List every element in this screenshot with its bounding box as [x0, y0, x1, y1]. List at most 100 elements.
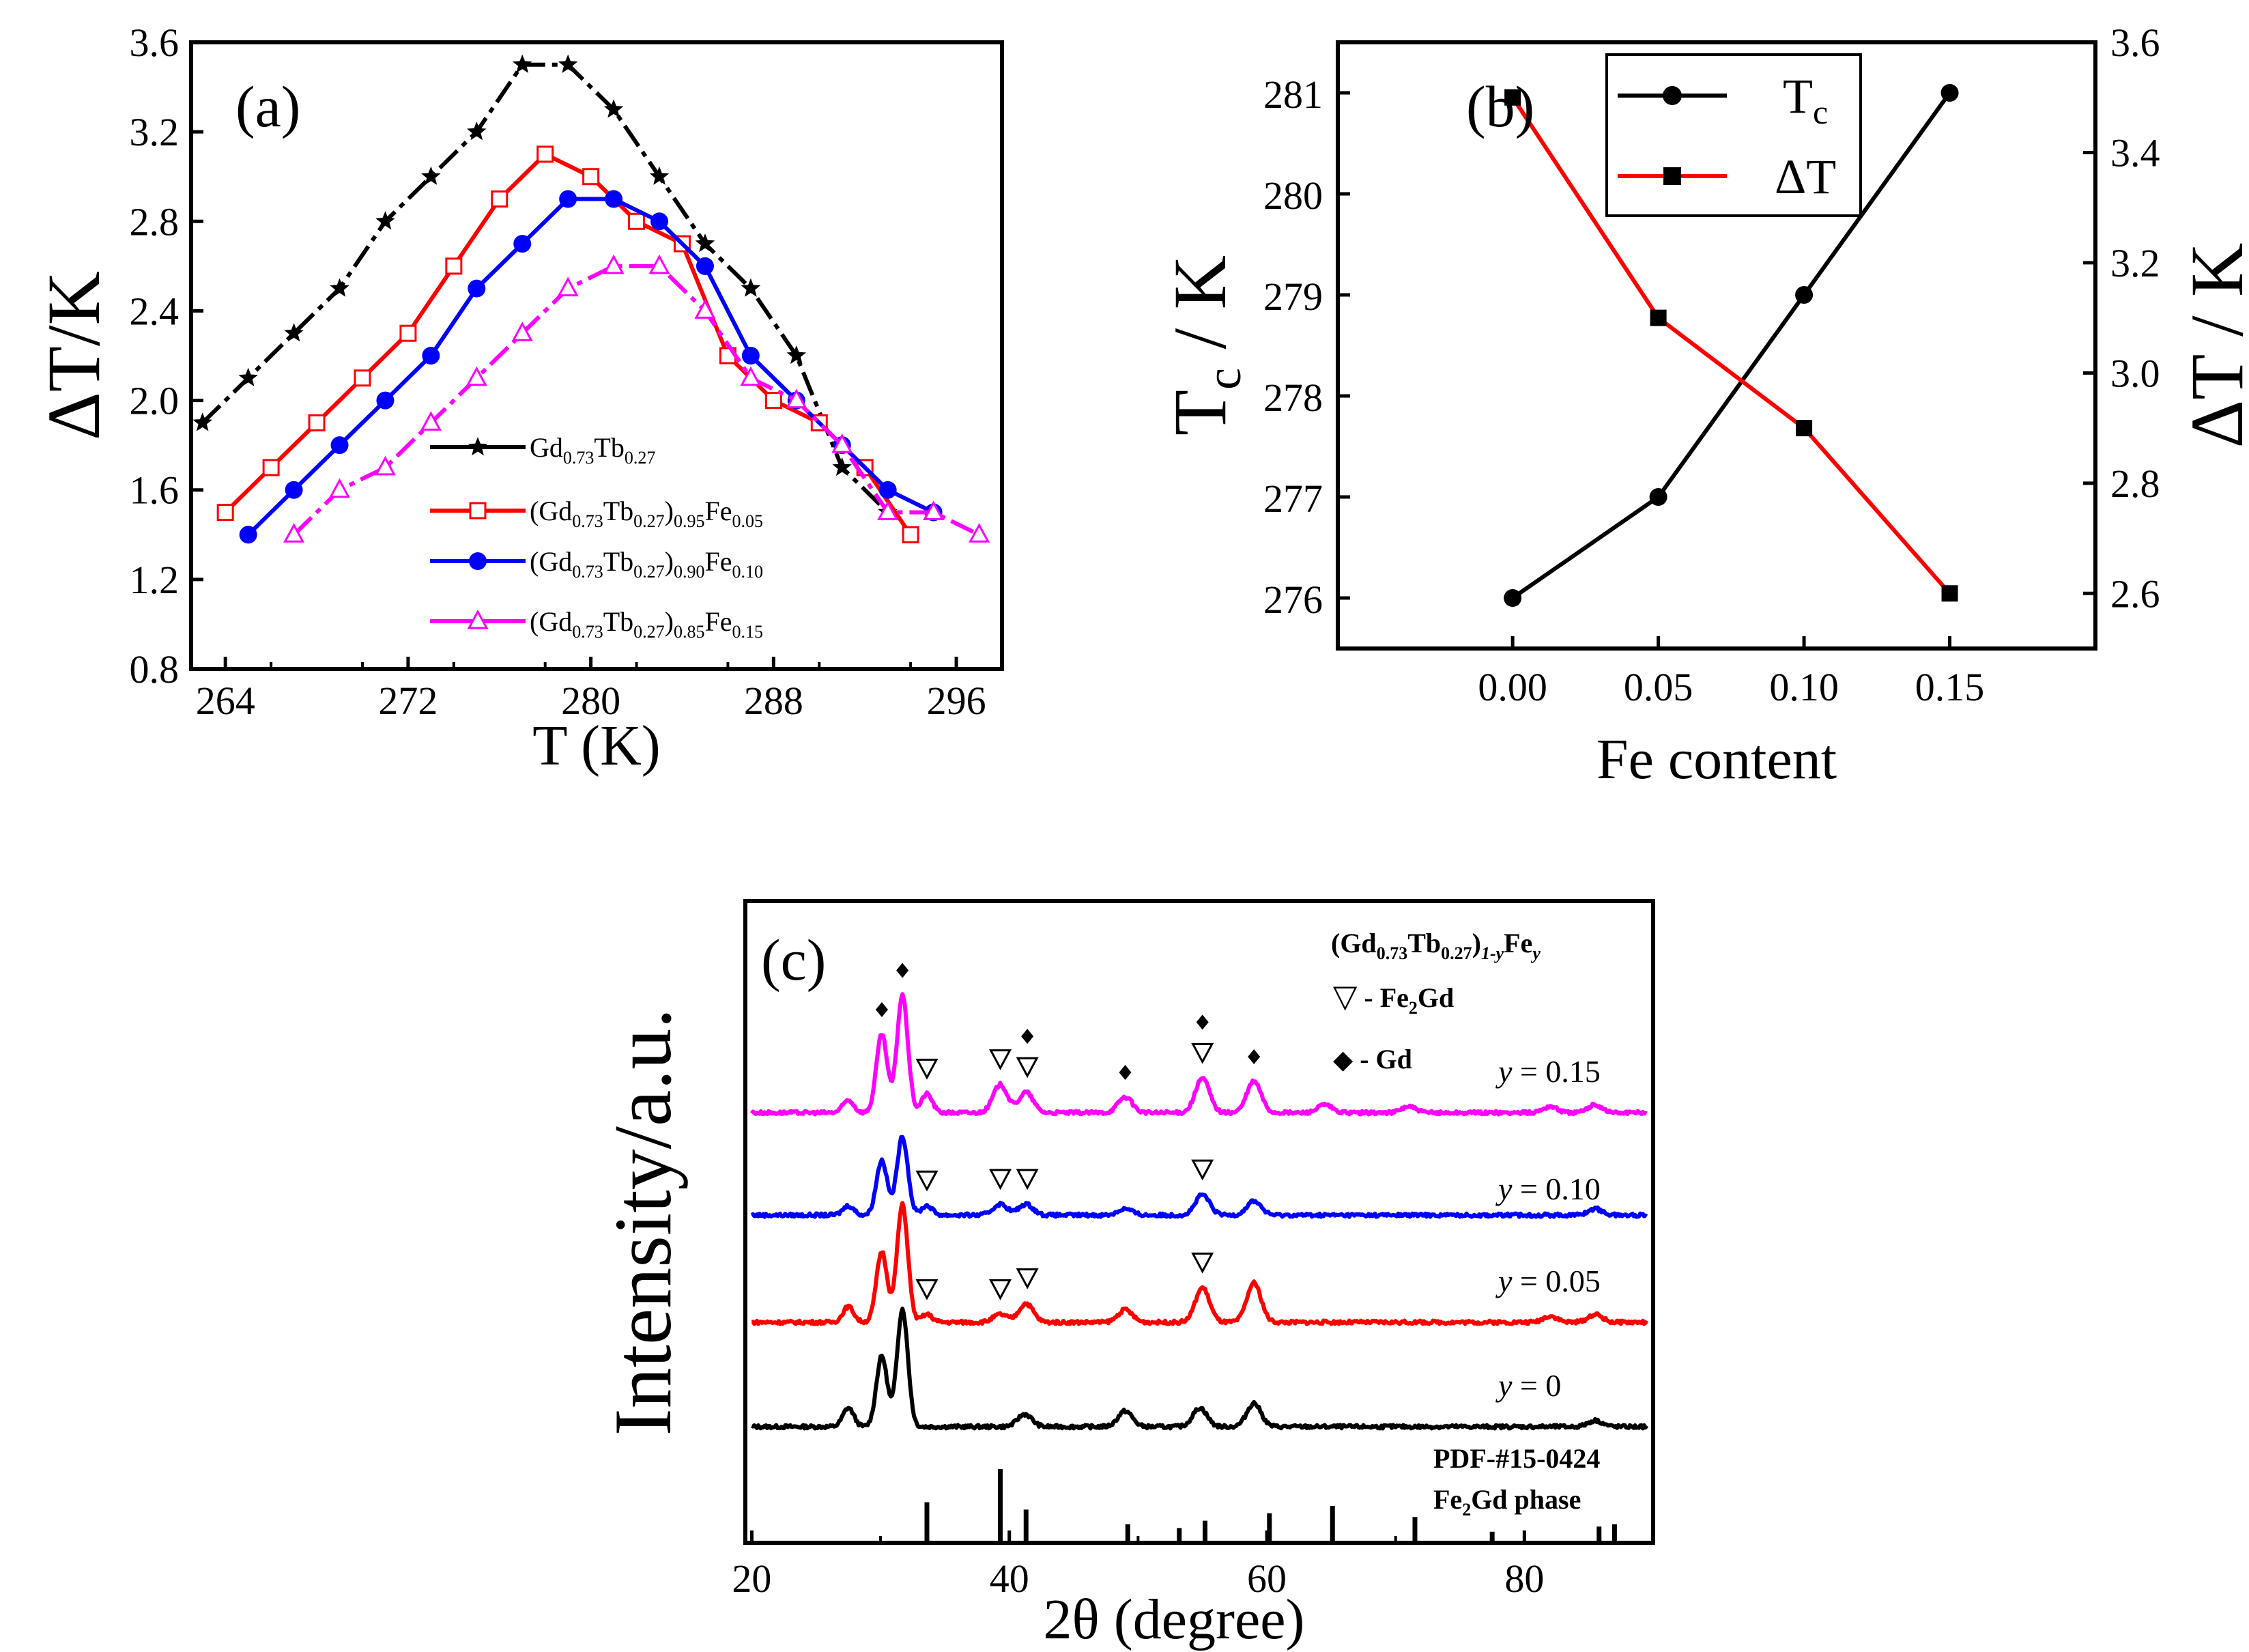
series-line — [292, 264, 980, 537]
data-point — [468, 279, 486, 298]
data-point — [603, 254, 625, 274]
data-point — [741, 278, 761, 297]
data-point — [1650, 309, 1667, 326]
data-point — [786, 388, 807, 409]
fe2gd-marker — [915, 1170, 939, 1192]
data-point — [285, 481, 303, 499]
panel-a-xlabel: T (K) — [532, 714, 660, 778]
fe2gd-marker — [1191, 1159, 1214, 1181]
fe2gd-marker — [1016, 1268, 1039, 1290]
reference-label-line1: PDF-#15-0424 — [1433, 1443, 1600, 1474]
data-point — [491, 190, 508, 208]
data-point — [422, 347, 440, 365]
data-point — [399, 324, 417, 342]
data-point — [467, 122, 487, 141]
panel-a-series — [192, 54, 990, 544]
data-point — [511, 322, 533, 341]
data-point — [284, 323, 304, 342]
data-point — [1796, 420, 1813, 437]
pattern-2: y = 0.10 — [750, 1135, 1648, 1219]
data-point — [559, 190, 577, 208]
x-tick-label: 0.00 — [1478, 665, 1547, 709]
x-tick-label: 272 — [378, 679, 438, 723]
data-point — [603, 99, 624, 118]
x-tick-label: 0.10 — [1769, 665, 1839, 709]
data-point — [878, 481, 897, 499]
panel-c-xlabel: 2θ (degree) — [1043, 1588, 1304, 1651]
data-point — [877, 500, 899, 520]
data-point — [605, 190, 623, 208]
gd-marker — [896, 963, 909, 978]
x-tick-label: 0.05 — [1624, 665, 1693, 709]
y-right-tick-label: 3.0 — [2110, 351, 2160, 395]
fe2gd-marker — [915, 1058, 939, 1080]
panel-c-frame — [743, 899, 1655, 1545]
y-tick-label: 2.4 — [130, 289, 180, 333]
x-tick-label: 40 — [990, 1556, 1029, 1601]
data-point — [1940, 84, 1959, 102]
legend-tc-marker — [1663, 86, 1682, 105]
data-point — [741, 347, 760, 365]
y-right-tick-label: 3.2 — [2110, 241, 2160, 285]
panel-b-label: (b) — [1466, 74, 1534, 139]
data-point — [557, 276, 579, 297]
fe2gd-marker — [1016, 1057, 1039, 1079]
data-point — [536, 145, 554, 163]
fe2gd-marker — [1191, 1042, 1214, 1064]
legend-marker — [467, 609, 489, 629]
xrd-line — [750, 992, 1648, 1117]
panel-b-ylabel-left: Tc / K — [1158, 255, 1251, 436]
data-point — [832, 457, 852, 476]
data-point — [216, 504, 234, 521]
data-point — [764, 392, 782, 410]
panel-a: 264 272 280 288 2960.81.21.62.02.42.83.23.6 … — [32, 20, 1004, 778]
y-tick-label: 2.0 — [130, 379, 180, 423]
data-point — [445, 257, 463, 275]
panel-c-patterns: y = 0 y = 0.05 y = 0.10 y = 0.15 — [750, 963, 1649, 1431]
panel-c-label: (c) — [761, 927, 826, 993]
x-tick-label: 0.15 — [1915, 665, 1985, 709]
panel-c-ticks: 20 40 60 80 — [732, 1530, 1654, 1601]
legend-fe2gd-item: ▽ - Fe2Gd — [1333, 979, 1454, 1018]
gd-marker — [875, 1002, 888, 1017]
data-point — [969, 523, 990, 543]
gd-marker — [1021, 1029, 1034, 1044]
data-point — [695, 233, 715, 253]
data-point — [354, 369, 371, 387]
data-point — [558, 54, 578, 73]
legend-dt-marker — [1663, 167, 1681, 185]
y-tick-label: 1.2 — [130, 558, 180, 602]
gd-marker — [1248, 1049, 1261, 1064]
data-point — [649, 166, 670, 185]
legend-marker — [469, 502, 487, 519]
x-tick-label: 296 — [927, 679, 986, 723]
xrd-line — [751, 1201, 1649, 1326]
data-point — [1941, 585, 1958, 602]
y-tick-label: 2.8 — [130, 199, 180, 244]
panel-b-legend-box — [1605, 53, 1862, 217]
y-right-tick-label: 3.6 — [2110, 20, 2160, 65]
y-left-tick-label: 279 — [1263, 274, 1323, 319]
data-point — [513, 54, 532, 73]
fe2gd-marker — [989, 1169, 1012, 1191]
data-point — [650, 212, 669, 231]
data-point — [648, 254, 670, 274]
panel-a-frame — [189, 40, 1004, 671]
panel-a-ylabel: ΔT/K — [32, 271, 115, 440]
fe2gd-marker — [989, 1279, 1012, 1300]
y-left-tick-label: 277 — [1263, 476, 1323, 521]
legend-label: (Gd0.73Tb0.27)0.85Fe0.15 — [530, 606, 763, 642]
panel-b: 0.00 0.05 0.10 0.15 276 277 278 279 280 281 2.6 2.8… — [1158, 20, 2249, 791]
fe2gd-marker — [1191, 1252, 1214, 1274]
panel-a-label: (a) — [235, 74, 300, 139]
reference-label-line2: Fe2Gd phase — [1433, 1484, 1581, 1520]
data-point — [786, 345, 807, 365]
y-left-tick-label: 278 — [1263, 375, 1323, 420]
x-tick-label: 264 — [196, 679, 255, 723]
legend-dt-label: ΔT — [1775, 149, 1836, 204]
y-left-tick-label: 276 — [1263, 578, 1323, 622]
legend-tc-label: Tc — [1783, 69, 1828, 131]
y-left-tick-label: 280 — [1263, 173, 1323, 218]
panel-c: 20 40 60 80 y = 0 y = 0.05 y = 0.10 y = 0.15 (… — [597, 899, 1655, 1651]
